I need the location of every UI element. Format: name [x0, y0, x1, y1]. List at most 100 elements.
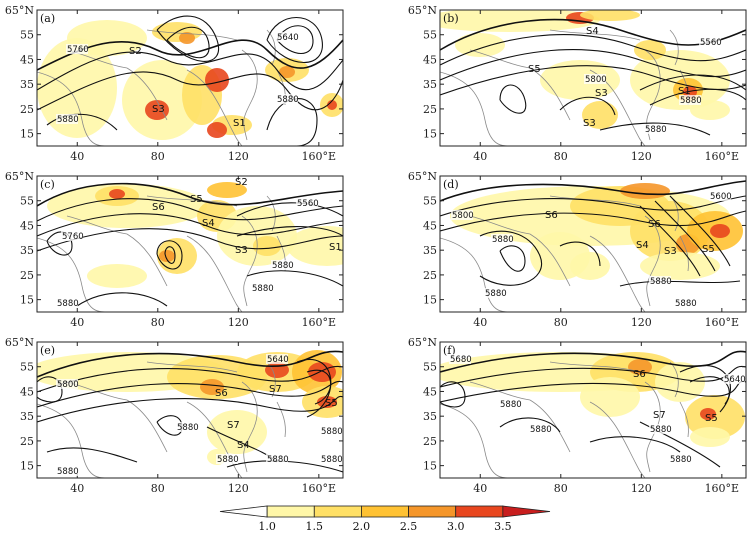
latitude-label: 15 [423, 460, 437, 473]
system-label: S5 [702, 244, 715, 255]
coastline [266, 29, 276, 66]
longitude-label: 160°E [705, 482, 740, 495]
geopotential-contour [499, 84, 527, 114]
contour-value-label: 5880 [57, 467, 79, 477]
longitude-label: 160°E [302, 316, 337, 329]
longitude-label: 40 [70, 482, 84, 495]
geopotential-contour [559, 96, 616, 116]
panel-frame [439, 341, 747, 479]
colorbar-segment [408, 505, 457, 518]
longitude-label: 120 [631, 482, 652, 495]
system-label: S3 [664, 246, 677, 257]
coastline [589, 401, 646, 478]
coastline [126, 233, 168, 287]
latitude-label: 65°N [408, 336, 437, 349]
coastline [529, 233, 571, 287]
contour-value-label: 5640 [277, 33, 299, 43]
shading-area [109, 189, 125, 199]
geopotential-contour [266, 98, 318, 146]
shading-area [205, 68, 229, 92]
contour-value-label: 5800 [57, 380, 79, 390]
latitude-label: 25 [20, 435, 34, 448]
longitude-label: 120 [631, 316, 652, 329]
contour-value-label: 5880 [500, 400, 522, 410]
contour-value-label: 5880 [57, 299, 79, 309]
coastline [186, 401, 243, 478]
contour-value-label: 5880 [650, 425, 672, 435]
shading-area [570, 252, 610, 280]
coastline [66, 215, 128, 235]
coastline [37, 71, 108, 146]
contour-value-label: 5880 [675, 299, 697, 309]
panel-label: (a) [40, 12, 55, 25]
geopotential-contour [37, 182, 343, 207]
colorbar-segment [219, 505, 268, 518]
coastline [276, 401, 286, 438]
colorbar-segment [266, 505, 315, 518]
geopotential-contour [619, 280, 741, 287]
geopotential-contour [499, 245, 526, 272]
longitude-label: 40 [473, 482, 487, 495]
coastline [440, 71, 511, 146]
coastline [126, 67, 168, 121]
system-label: S5 [528, 64, 541, 75]
shading-area [87, 264, 147, 288]
colorbar: 1.0 1.5 2.0 2.5 3.0 3.5 [219, 505, 551, 533]
coastline [440, 237, 511, 312]
geopotential-contour [37, 380, 343, 408]
contour-value-label: 5880 [321, 427, 343, 437]
latitude-label: 35 [20, 244, 34, 257]
contour-value-label: 5680 [450, 355, 472, 365]
system-label: S5 [705, 413, 718, 424]
colorbar-tick-label: 3.5 [494, 520, 512, 533]
geopotential-contour [164, 246, 176, 264]
shading-area [700, 408, 716, 420]
geopotential-contour [37, 395, 343, 423]
geopotential-contour [46, 113, 118, 131]
latitude-label: 45 [423, 53, 437, 66]
coastline [37, 403, 108, 478]
geopotential-contour [236, 225, 343, 237]
geopotential-contour [37, 39, 343, 71]
coastline [146, 29, 238, 41]
system-label: S2 [129, 46, 142, 57]
contour-value-label: 5880 [252, 284, 274, 294]
latitude-label: 65°N [5, 170, 34, 183]
system-label: S6 [648, 219, 661, 230]
panel-f: 65°N 55 45 35 25 15 40 80 120 160°E (f)5680 5640 588… [408, 336, 747, 495]
longitude-label: 80 [151, 482, 165, 495]
latitude-label: 15 [20, 294, 34, 307]
longitude-label: 80 [554, 316, 568, 329]
system-label: S4 [586, 26, 599, 37]
panel-frame [36, 341, 344, 479]
system-label: S1 [678, 86, 691, 97]
latitude-label: 45 [423, 219, 437, 232]
geopotential-contour [440, 180, 746, 202]
geopotential-contour [276, 25, 314, 55]
contour-value-label: 5880 [680, 96, 702, 106]
shading-area [253, 236, 281, 256]
shading-area [634, 40, 666, 60]
latitude-label: 15 [423, 294, 437, 307]
latitude-label: 55 [423, 361, 437, 374]
contour-value-label: 5760 [62, 232, 84, 242]
system-label: S7 [653, 410, 666, 421]
contour-value-label: 5880 [321, 455, 343, 465]
latitude-label: 55 [20, 195, 34, 208]
coastline [469, 381, 531, 401]
latitude-label: 35 [423, 410, 437, 423]
longitude-label: 120 [228, 150, 249, 163]
shading-area [157, 238, 197, 274]
system-label: S3 [235, 245, 248, 256]
geopotential-contour [440, 380, 746, 403]
contour-value-label: 5880 [57, 115, 79, 125]
contour-value-label: 5560 [700, 38, 722, 48]
geopotential-contour [440, 34, 746, 66]
panel-label: (d) [443, 178, 459, 191]
coastline [679, 401, 689, 438]
shading-area [47, 184, 207, 228]
coastline [529, 399, 571, 453]
latitude-label: 35 [20, 78, 34, 91]
geopotential-contour [37, 376, 63, 403]
contour-value-label: 5880 [645, 125, 667, 135]
